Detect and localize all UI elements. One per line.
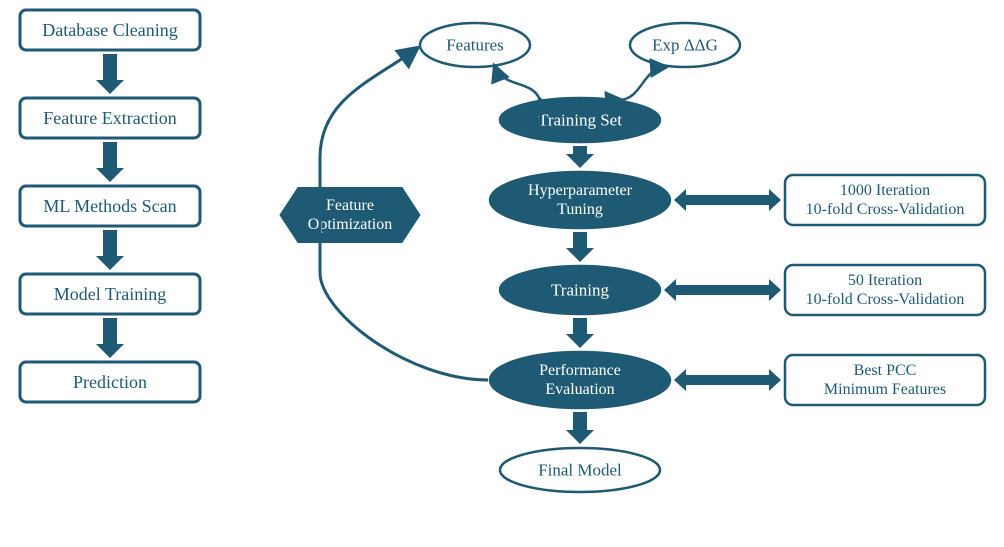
node-trainset: Training Set	[500, 98, 660, 142]
curvy-connector	[495, 67, 540, 100]
flowchart-canvas: Database Cleaning Feature Extraction ML Me…	[0, 0, 1004, 547]
training-label: Training	[551, 281, 609, 300]
double-arrow	[664, 279, 781, 301]
perf-label-0: Performance	[539, 362, 621, 379]
iter50-line-1: 10-fold Cross-Validation	[806, 291, 965, 308]
iter1000-line-1: 10-fold Cross-Validation	[806, 201, 965, 218]
arrow-down	[566, 318, 594, 348]
model-train-label: Model Training	[54, 284, 167, 304]
node-expddg: Exp ΔΔG	[630, 23, 740, 67]
perf-label-1: Evaluation	[545, 381, 614, 398]
arrow-down	[566, 412, 594, 444]
node-feat-extract: Feature Extraction	[20, 98, 200, 138]
db-clean-label: Database Cleaning	[42, 20, 177, 40]
feat-extract-label: Feature Extraction	[43, 108, 176, 128]
bestpcc-line-1: Minimum Features	[824, 381, 946, 398]
iter50-line-0: 50 Iteration	[848, 272, 922, 289]
predict-label: Prediction	[73, 372, 147, 392]
hyper-label-1: Tuning	[557, 201, 603, 218]
curvy-connector	[620, 67, 665, 100]
node-perf: Performance Evaluation	[490, 352, 670, 408]
double-arrow	[674, 369, 781, 391]
node-training: Training	[500, 266, 660, 314]
expddg-label: Exp ΔΔG	[652, 36, 718, 55]
sidebox-iter50: 50 Iteration 10-fold Cross-Validation	[785, 265, 985, 315]
features-label: Features	[446, 36, 504, 55]
double-arrow	[674, 189, 781, 211]
node-ml-scan: ML Methods Scan	[20, 186, 200, 226]
hyper-label-0: Hyperparameter	[528, 182, 633, 199]
ml-scan-label: ML Methods Scan	[43, 196, 176, 216]
arrow-down	[96, 318, 124, 358]
sidebox-bestpcc: Best PCC Minimum Features	[785, 355, 985, 405]
node-featopt: FeatureOptimization	[280, 188, 420, 243]
node-predict: Prediction	[20, 362, 200, 402]
arrow-down	[566, 232, 594, 262]
bestpcc-line-0: Best PCC	[854, 362, 917, 379]
final-label: Final Model	[538, 461, 622, 480]
node-hyper: Hyperparameter Tuning	[490, 172, 670, 228]
trainset-label: Training Set	[538, 111, 622, 130]
arrow-down	[96, 54, 124, 94]
node-model-train: Model Training	[20, 274, 200, 314]
node-features: Features	[420, 23, 530, 67]
arrow-down	[96, 142, 124, 182]
node-final: Final Model	[500, 448, 660, 492]
featopt-line-0: Feature	[326, 197, 374, 214]
arrow-down	[96, 230, 124, 270]
node-db-clean: Database Cleaning	[20, 10, 200, 50]
sidebox-iter1000: 1000 Iteration 10-fold Cross-Validation	[785, 175, 985, 225]
arrow-down	[566, 146, 594, 168]
iter1000-line-0: 1000 Iteration	[840, 182, 930, 199]
